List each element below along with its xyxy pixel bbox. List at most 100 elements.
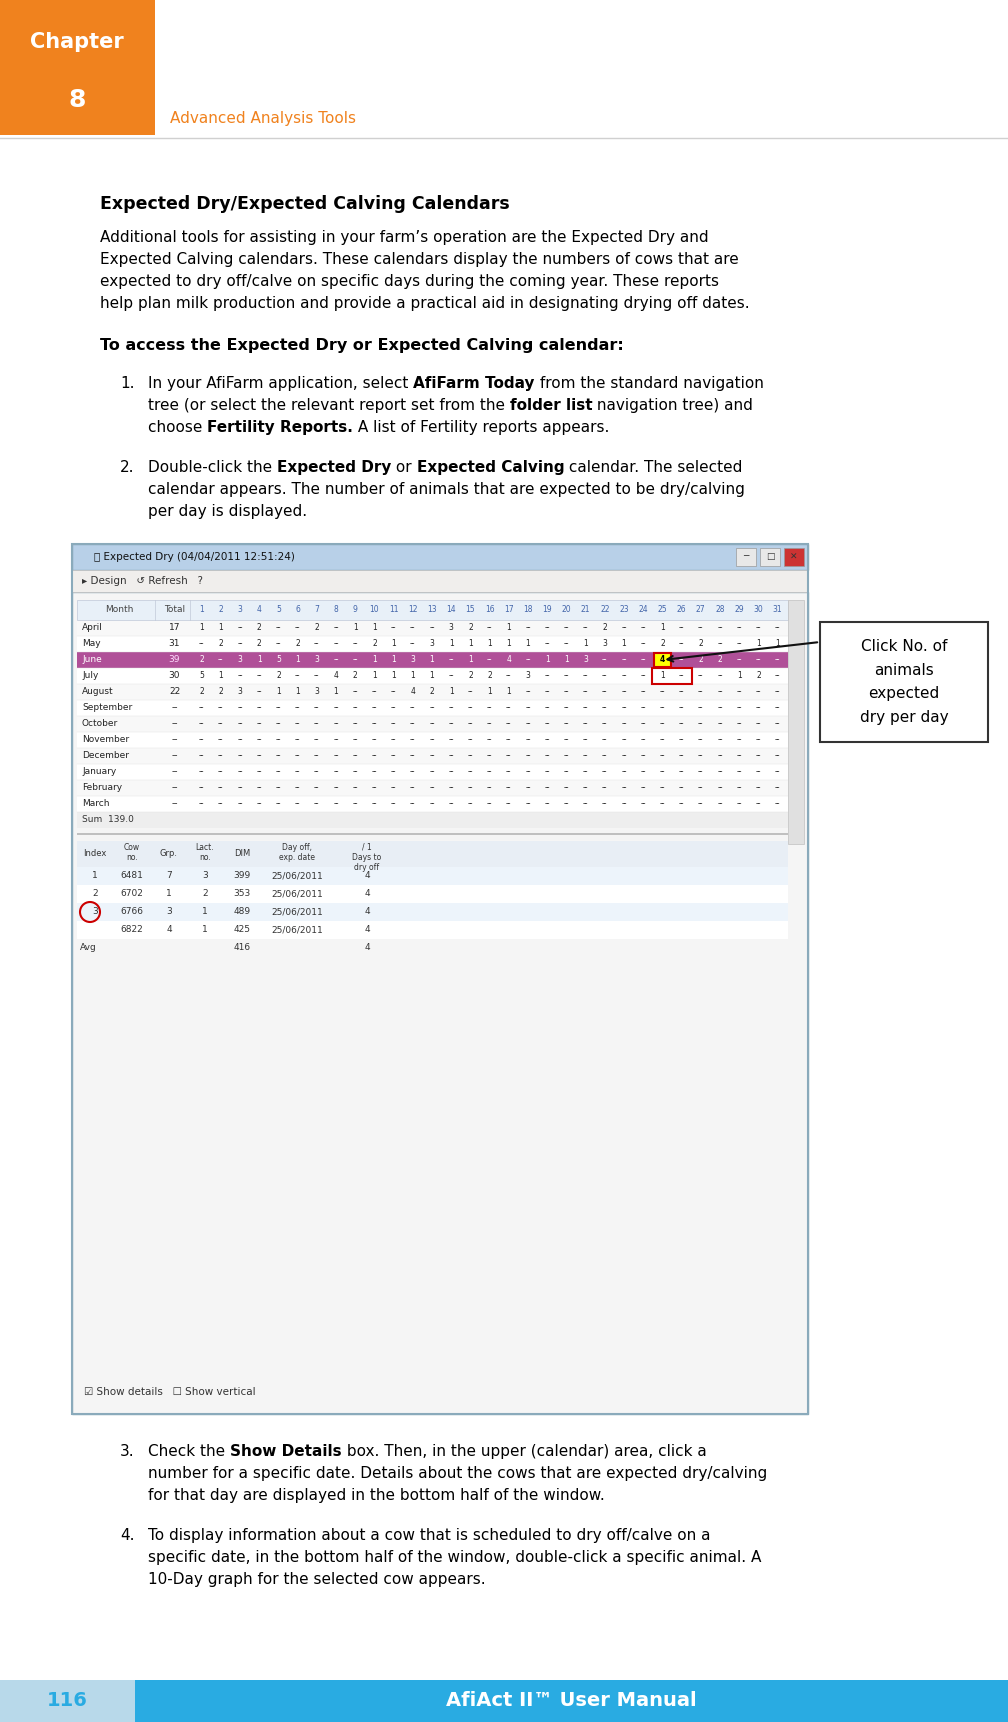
Text: --: -- [699, 799, 704, 809]
Text: --: -- [659, 735, 665, 744]
Text: --: -- [199, 768, 205, 777]
Text: --: -- [429, 720, 434, 728]
Text: 2: 2 [603, 623, 607, 632]
Text: --: -- [699, 672, 704, 680]
Text: 3: 3 [449, 623, 454, 632]
Text: --: -- [756, 704, 761, 713]
Text: --: -- [256, 735, 262, 744]
Text: 2: 2 [372, 639, 377, 649]
Bar [736, 548, 756, 567]
Text: --: -- [699, 735, 704, 744]
Bar [77, 635, 788, 653]
Text: no.: no. [126, 852, 138, 861]
Text: 1: 1 [622, 639, 626, 649]
Text: 4: 4 [334, 672, 339, 680]
Text: --: -- [756, 656, 761, 665]
Text: --: -- [391, 768, 396, 777]
Text: --: -- [275, 623, 281, 632]
Text: --: -- [256, 768, 262, 777]
Text: 2: 2 [257, 623, 261, 632]
Text: --: -- [314, 735, 320, 744]
Text: --: -- [602, 751, 608, 761]
Text: 2: 2 [699, 656, 704, 665]
Text: --: -- [256, 784, 262, 792]
Text: 3: 3 [238, 606, 243, 615]
Text: --: -- [602, 784, 608, 792]
Text: --: -- [640, 687, 646, 696]
Text: 1: 1 [449, 687, 454, 696]
Text: --: -- [640, 751, 646, 761]
Text: expected to dry off/calve on specific days during the coming year. These reports: expected to dry off/calve on specific da… [100, 274, 719, 289]
Text: --: -- [525, 751, 531, 761]
Bar [135, 1681, 1008, 1722]
Text: --: -- [314, 784, 320, 792]
Text: 1: 1 [449, 639, 454, 649]
Text: --: -- [602, 704, 608, 713]
Text: --: -- [640, 639, 646, 649]
Text: --: -- [449, 735, 454, 744]
Text: --: -- [391, 799, 396, 809]
Text: 1: 1 [756, 639, 761, 649]
Text: --: -- [449, 704, 454, 713]
Text: --: -- [640, 720, 646, 728]
Text: 3: 3 [410, 656, 415, 665]
Text: --: -- [275, 735, 281, 744]
Text: 1: 1 [468, 656, 473, 665]
Text: --: -- [563, 704, 570, 713]
Text: --: -- [295, 735, 300, 744]
Text: 1: 1 [295, 656, 300, 665]
Text: Double-click the: Double-click the [148, 460, 277, 475]
Text: --: -- [659, 687, 665, 696]
Text: 1: 1 [219, 623, 223, 632]
Text: 22: 22 [600, 606, 610, 615]
Text: Show Details: Show Details [230, 1445, 342, 1459]
Text: 5: 5 [276, 606, 281, 615]
Text: 1: 1 [525, 639, 530, 649]
Text: --: -- [487, 768, 492, 777]
Text: per day is displayed.: per day is displayed. [148, 505, 307, 518]
Text: Expected Calving: Expected Calving [417, 460, 564, 475]
Text: In your AfiFarm application, select: In your AfiFarm application, select [148, 375, 413, 391]
Text: 1: 1 [487, 639, 492, 649]
Text: --: -- [449, 672, 454, 680]
Text: --: -- [621, 720, 627, 728]
Text: 20: 20 [561, 606, 572, 615]
Text: --: -- [659, 799, 665, 809]
Text: --: -- [775, 735, 780, 744]
Text: 25/06/2011: 25/06/2011 [271, 907, 323, 916]
Text: --: -- [487, 784, 492, 792]
Text: --: -- [544, 735, 550, 744]
Text: --: -- [468, 751, 473, 761]
Text: --: -- [171, 799, 177, 809]
Text: Advanced Analysis Tools: Advanced Analysis Tools [170, 110, 356, 126]
Text: --: -- [487, 623, 492, 632]
Text: --: -- [391, 704, 396, 713]
Bar [77, 747, 788, 765]
Text: --: -- [678, 751, 684, 761]
Text: 2: 2 [92, 890, 98, 899]
Bar [72, 592, 808, 1414]
Text: July: July [82, 672, 99, 680]
Text: 1: 1 [487, 687, 492, 696]
Text: --: -- [334, 720, 339, 728]
Text: --: -- [775, 656, 780, 665]
Text: --: -- [218, 784, 224, 792]
Text: --: -- [737, 784, 742, 792]
Text: --: -- [468, 768, 473, 777]
Text: Fertility Reports.: Fertility Reports. [208, 420, 353, 436]
Text: --: -- [237, 768, 243, 777]
Text: --: -- [640, 784, 646, 792]
Text: --: -- [410, 784, 415, 792]
Text: --: -- [275, 768, 281, 777]
Text: --: -- [487, 704, 492, 713]
Text: --: -- [602, 799, 608, 809]
Text: 3: 3 [314, 656, 320, 665]
Text: --: -- [275, 720, 281, 728]
Text: 4: 4 [257, 606, 262, 615]
Text: --: -- [218, 751, 224, 761]
Text: Expected Dry: Expected Dry [277, 460, 391, 475]
Text: Index: Index [84, 849, 107, 859]
Text: 📄 Expected Dry (04/04/2011 12:51:24): 📄 Expected Dry (04/04/2011 12:51:24) [94, 553, 295, 561]
Text: --: -- [718, 751, 723, 761]
Text: --: -- [678, 784, 684, 792]
